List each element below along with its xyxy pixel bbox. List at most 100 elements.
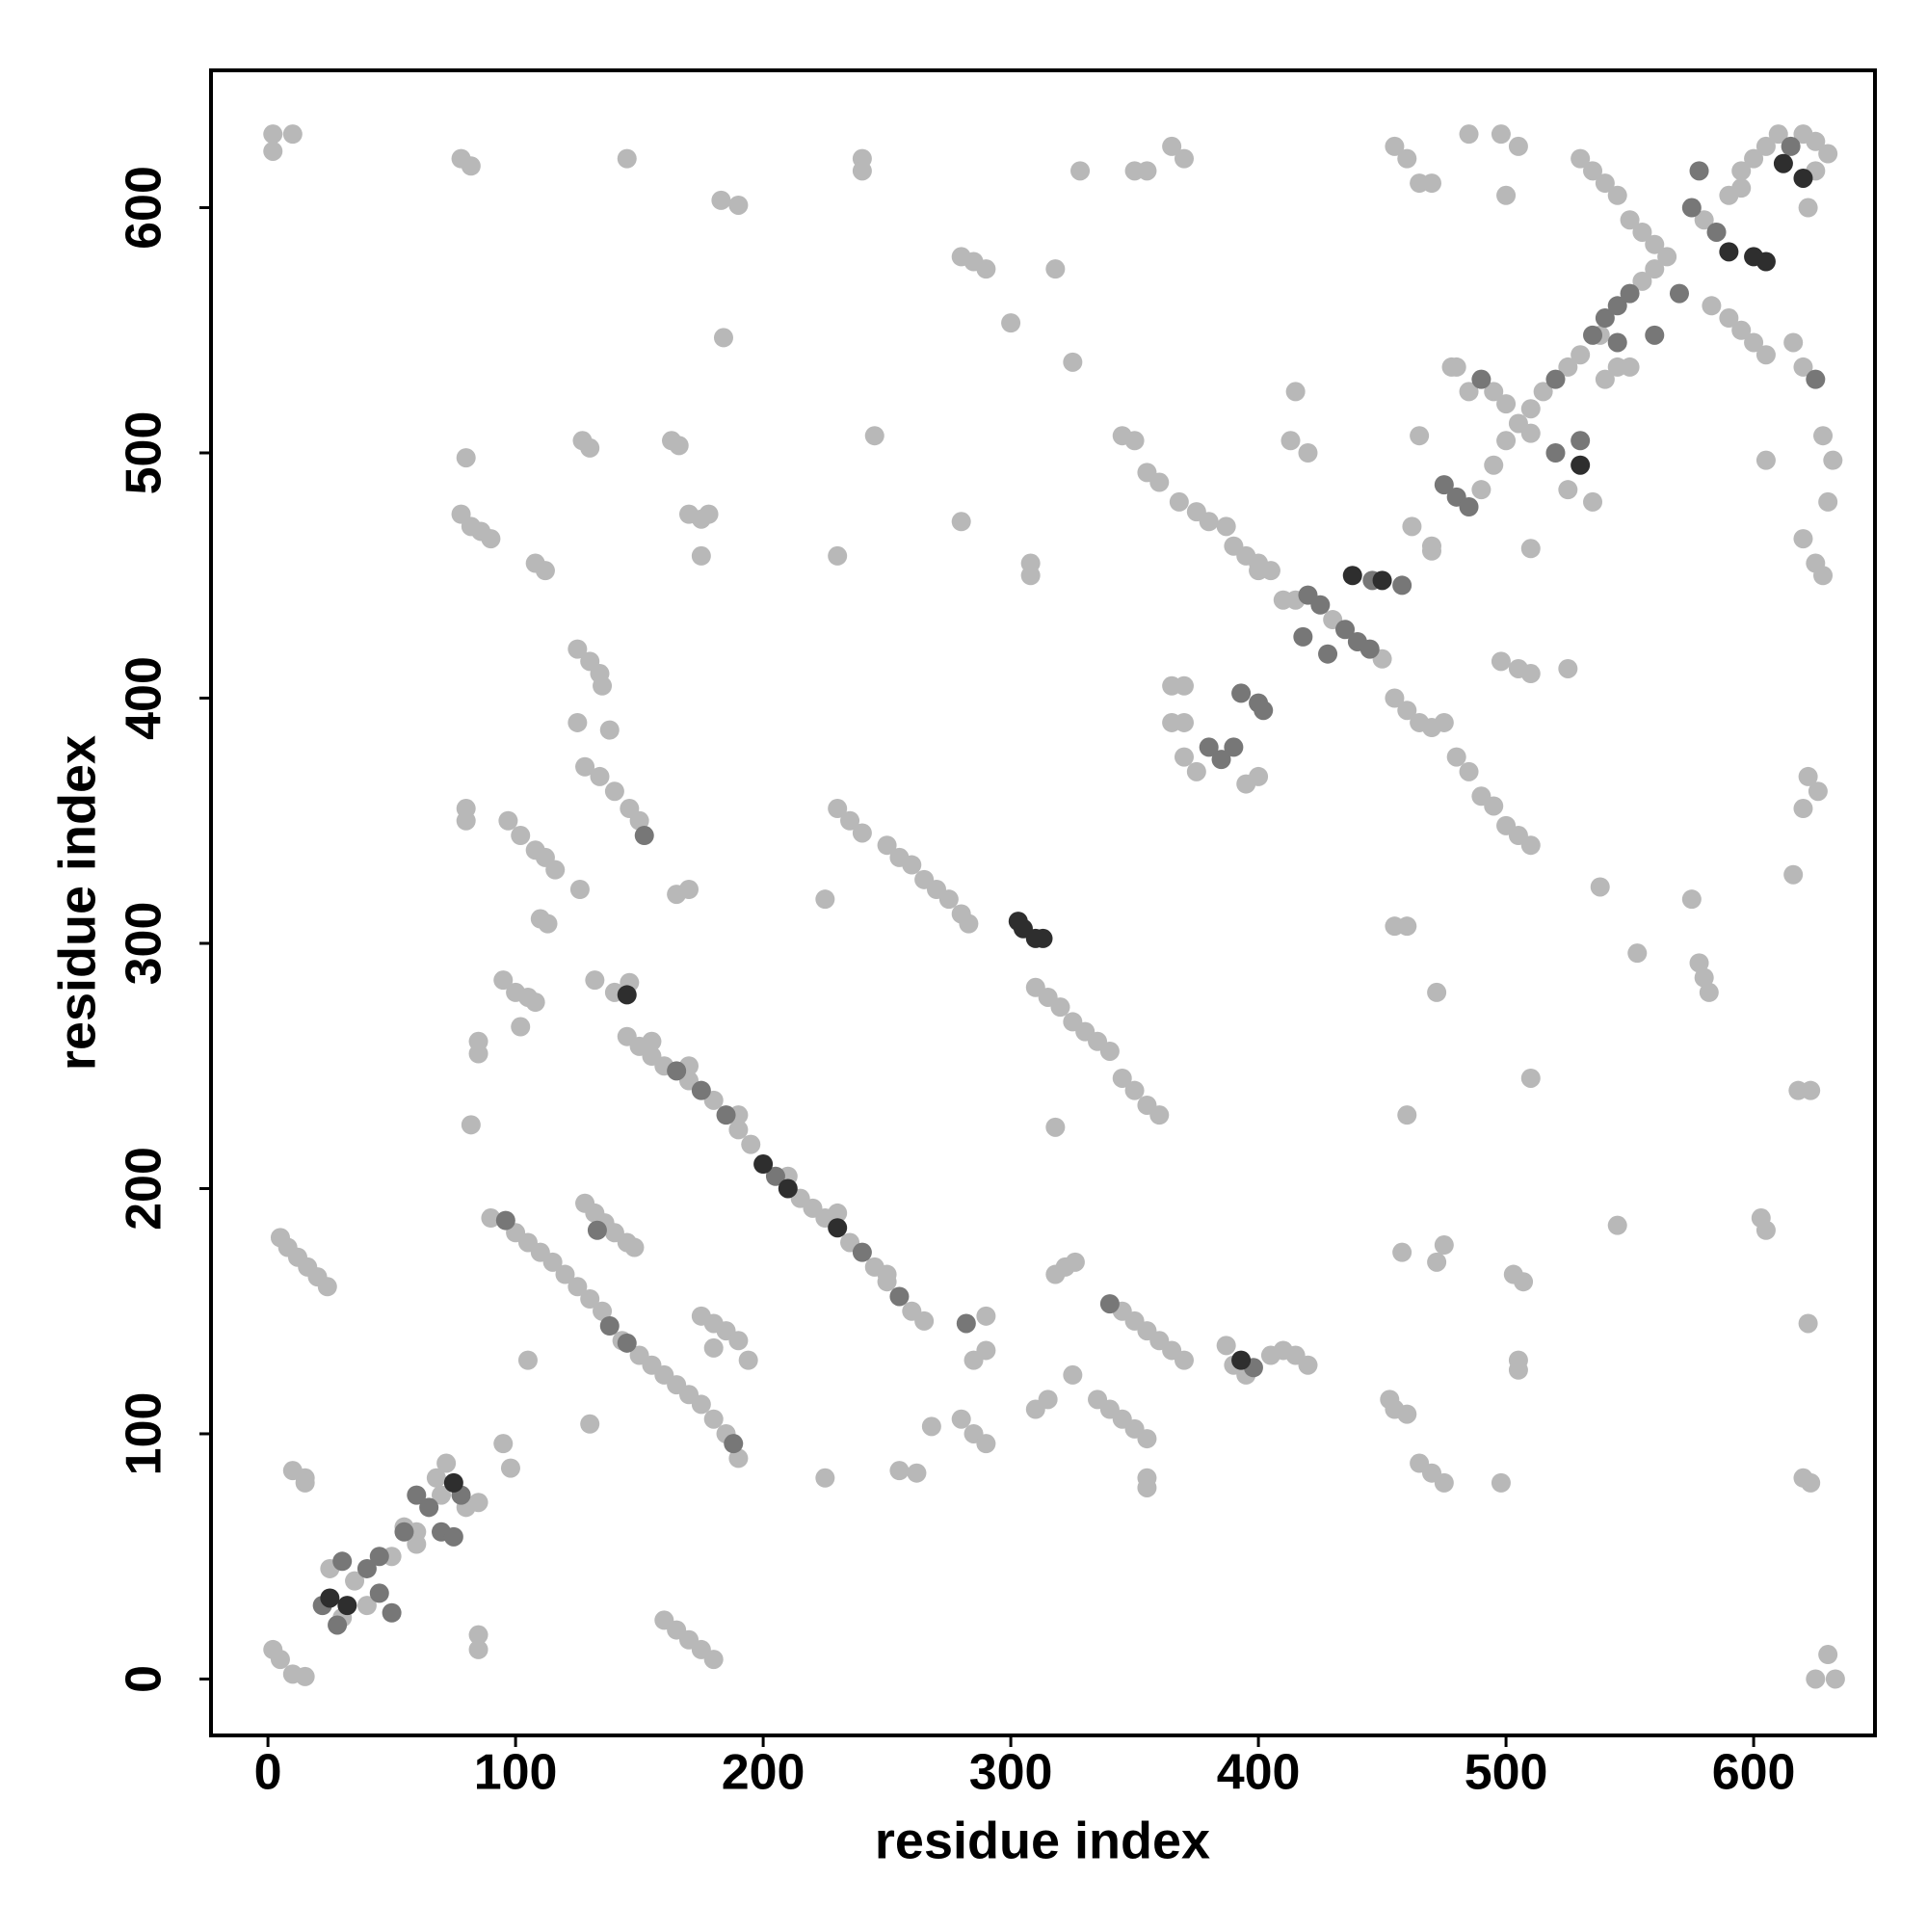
point [1392, 1242, 1412, 1262]
y-tick-label: 600 [117, 166, 172, 250]
point [889, 1286, 910, 1307]
x-tick-label: 400 [1217, 1745, 1301, 1801]
point [1459, 124, 1479, 145]
point [1231, 683, 1252, 703]
point [1372, 570, 1392, 591]
point [1545, 369, 1566, 389]
point [481, 529, 501, 549]
point [426, 1468, 446, 1488]
point [580, 1414, 600, 1434]
point [1801, 1080, 1821, 1100]
point [569, 880, 590, 900]
point [1065, 1252, 1085, 1272]
point [555, 1264, 575, 1284]
point [538, 913, 558, 934]
point [1813, 426, 1834, 446]
point [1595, 369, 1615, 389]
point [951, 1409, 971, 1429]
point [1798, 766, 1818, 786]
point [1595, 308, 1615, 329]
point [1783, 332, 1804, 353]
point [604, 781, 624, 802]
point [542, 1252, 563, 1272]
point [369, 1547, 389, 1567]
point [599, 720, 620, 740]
point [959, 913, 979, 934]
point [1645, 259, 1665, 279]
point [1681, 198, 1702, 218]
point [1818, 144, 1838, 164]
point [1744, 148, 1764, 169]
point [728, 1448, 749, 1469]
point [1421, 173, 1441, 194]
point [369, 1583, 389, 1603]
point [1607, 296, 1627, 316]
point [1823, 450, 1843, 470]
point [1174, 148, 1194, 169]
point [407, 1485, 427, 1505]
point [629, 810, 649, 831]
point [1385, 136, 1405, 156]
point [1699, 982, 1719, 1002]
point [1410, 426, 1430, 446]
point [864, 426, 884, 446]
point [1607, 185, 1627, 205]
point [1293, 626, 1313, 647]
point [828, 799, 848, 819]
x-axis-title: residue index [875, 1812, 1210, 1869]
point [356, 1596, 377, 1616]
point [1359, 639, 1380, 659]
point [1813, 566, 1834, 586]
point [1137, 1429, 1157, 1449]
point [1149, 472, 1170, 492]
point [1607, 1215, 1627, 1235]
point [1318, 644, 1338, 664]
y-tick-label: 400 [117, 656, 172, 740]
point [642, 1031, 662, 1051]
point [1397, 148, 1417, 169]
point [1459, 496, 1479, 516]
point [1199, 737, 1219, 757]
point [1421, 541, 1441, 561]
point [1491, 651, 1511, 672]
point [1825, 1669, 1845, 1689]
point [1124, 431, 1145, 451]
point [1484, 796, 1504, 816]
point [1755, 1220, 1776, 1240]
point [1583, 161, 1603, 181]
point [1484, 382, 1504, 402]
y-tick-label: 300 [117, 902, 172, 986]
plot-frame [209, 68, 1877, 1737]
point [1397, 1404, 1417, 1424]
x-tick-label: 600 [1712, 1745, 1796, 1801]
point [713, 328, 733, 348]
point [1520, 664, 1541, 684]
point [263, 141, 283, 161]
point [1571, 148, 1591, 169]
point [1137, 1477, 1157, 1497]
point [1558, 480, 1578, 500]
point [1508, 1360, 1528, 1380]
point [703, 1337, 724, 1358]
point [815, 1468, 835, 1488]
point [617, 1333, 637, 1353]
point [443, 1526, 463, 1547]
point [852, 823, 872, 843]
point [1397, 701, 1417, 721]
point [1607, 332, 1627, 353]
point [587, 1220, 607, 1240]
point [419, 1497, 439, 1518]
point [703, 1650, 724, 1670]
point [728, 1120, 749, 1140]
point [1137, 161, 1157, 181]
point [1216, 1336, 1236, 1356]
point [1491, 1472, 1511, 1493]
point [617, 985, 637, 1005]
point [1798, 1313, 1818, 1334]
point [1298, 443, 1318, 463]
point [1124, 1080, 1145, 1100]
point [1427, 982, 1447, 1002]
point [590, 766, 610, 786]
point [1174, 747, 1194, 767]
point [1001, 313, 1021, 333]
